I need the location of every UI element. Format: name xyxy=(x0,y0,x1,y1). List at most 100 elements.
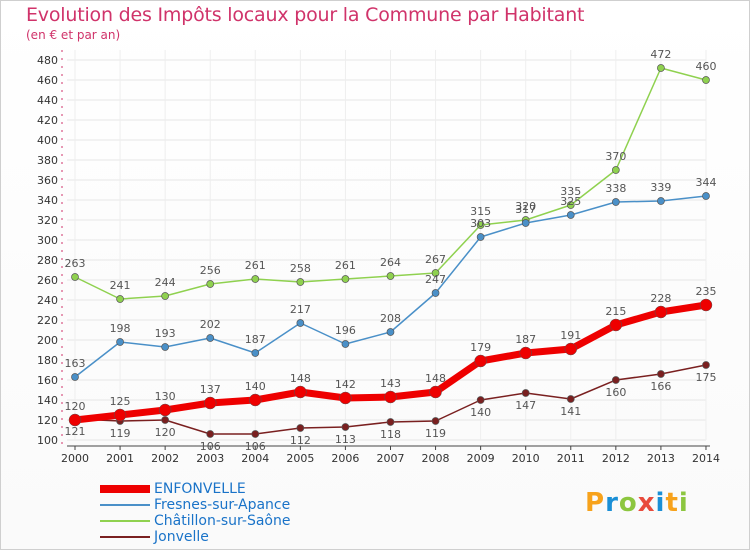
y-tick-label: 280 xyxy=(37,254,58,267)
data-label: 202 xyxy=(200,318,221,331)
x-tick-label: 2005 xyxy=(286,452,314,465)
x-tick-label: 2001 xyxy=(106,452,134,465)
data-point-fresnes-sur-apance xyxy=(341,340,350,348)
data-label: 244 xyxy=(155,276,176,289)
data-point-fresnes-sur-apance xyxy=(611,198,620,206)
data-point-enfonvelle xyxy=(339,391,352,405)
data-point-chatillon-sur-saone xyxy=(657,64,665,72)
y-tick-label: 440 xyxy=(37,94,58,107)
data-point-jonvelle xyxy=(296,424,305,432)
data-label: 130 xyxy=(155,390,176,403)
data-point-enfonvelle xyxy=(519,346,532,360)
x-tick-label: 2014 xyxy=(692,452,720,465)
y-tick-label: 360 xyxy=(37,174,58,187)
y-tick-label: 260 xyxy=(37,274,58,287)
data-label: 163 xyxy=(65,357,86,370)
data-label: 320 xyxy=(515,200,536,213)
data-label: 106 xyxy=(200,440,221,453)
data-point-chatillon-sur-saone xyxy=(386,272,395,280)
data-label: 141 xyxy=(560,405,581,418)
data-point-fresnes-sur-apance xyxy=(386,328,395,336)
legend-swatch-chatillon xyxy=(100,520,150,522)
data-point-jonvelle xyxy=(161,416,169,424)
legend-swatch-jonvelle xyxy=(100,536,150,538)
x-tick-label: 2009 xyxy=(467,452,495,465)
x-tick-label: 2000 xyxy=(61,452,89,465)
data-label: 335 xyxy=(560,185,581,198)
y-tick-label: 400 xyxy=(37,134,58,147)
legend-label: Fresnes-sur-Apance xyxy=(154,497,291,513)
data-label: 261 xyxy=(335,259,356,272)
y-tick-label: 480 xyxy=(37,54,58,67)
data-label: 264 xyxy=(380,256,401,269)
data-label: 187 xyxy=(515,333,536,346)
data-label: 370 xyxy=(605,150,626,163)
data-point-chatillon-sur-saone xyxy=(296,278,305,286)
data-point-enfonvelle xyxy=(294,385,307,399)
data-point-jonvelle xyxy=(206,430,215,438)
data-label: 315 xyxy=(470,205,491,218)
data-label: 125 xyxy=(110,395,131,408)
y-tick-label: 340 xyxy=(37,194,58,207)
data-point-fresnes-sur-apance xyxy=(161,343,169,351)
data-label: 228 xyxy=(650,292,671,305)
data-point-chatillon-sur-saone xyxy=(116,295,124,303)
data-point-fresnes-sur-apance xyxy=(657,197,665,205)
data-label: 113 xyxy=(335,433,356,446)
data-label: 179 xyxy=(470,341,491,354)
data-point-fresnes-sur-apance xyxy=(521,219,530,227)
data-label: 303 xyxy=(470,217,491,230)
data-point-fresnes-sur-apance xyxy=(476,233,485,241)
data-point-enfonvelle xyxy=(699,298,713,312)
data-label: 175 xyxy=(695,371,716,384)
data-label: 208 xyxy=(380,312,401,325)
data-point-jonvelle xyxy=(251,430,260,438)
data-point-jonvelle xyxy=(521,389,530,397)
legend-swatch-fresnes xyxy=(100,504,150,506)
data-point-jonvelle xyxy=(611,376,620,384)
data-label: 143 xyxy=(380,377,401,390)
data-point-enfonvelle xyxy=(249,393,262,407)
data-point-fresnes-sur-apance xyxy=(251,349,260,357)
data-label: 118 xyxy=(380,428,401,441)
y-tick-label: 100 xyxy=(37,434,58,447)
data-label: 119 xyxy=(425,427,446,440)
x-tick-label: 2011 xyxy=(557,452,585,465)
data-point-enfonvelle xyxy=(113,408,127,422)
y-tick-label: 140 xyxy=(37,394,58,407)
y-tick-label: 120 xyxy=(37,414,58,427)
data-label: 339 xyxy=(650,181,671,194)
data-label: 140 xyxy=(245,380,266,393)
data-point-jonvelle xyxy=(341,423,350,431)
data-label: 472 xyxy=(650,48,671,61)
data-label: 247 xyxy=(425,273,446,286)
data-label: 106 xyxy=(245,440,266,453)
data-point-jonvelle xyxy=(431,417,440,425)
x-tick-label: 2004 xyxy=(241,452,269,465)
legend-label: ENFONVELLE xyxy=(154,481,246,497)
x-tick-label: 2008 xyxy=(422,452,450,465)
data-point-chatillon-sur-saone xyxy=(702,76,710,84)
data-label: 338 xyxy=(605,182,626,195)
data-point-chatillon-sur-saone xyxy=(251,275,260,283)
data-point-enfonvelle xyxy=(564,342,578,356)
data-point-jonvelle xyxy=(566,395,575,403)
data-point-chatillon-sur-saone xyxy=(71,273,79,281)
y-tick-label: 240 xyxy=(37,294,58,307)
y-tick-label: 200 xyxy=(37,334,58,347)
data-point-fresnes-sur-apance xyxy=(431,289,440,297)
data-label: 261 xyxy=(245,259,266,272)
data-label: 148 xyxy=(290,372,311,385)
data-point-chatillon-sur-saone xyxy=(611,166,620,174)
data-label: 121 xyxy=(65,425,86,438)
data-point-enfonvelle xyxy=(429,385,442,399)
data-point-fresnes-sur-apance xyxy=(206,334,215,342)
y-tick-label: 220 xyxy=(37,314,58,327)
data-label: 317 xyxy=(515,203,536,216)
data-label: 267 xyxy=(425,253,446,266)
data-label: 235 xyxy=(695,285,716,298)
data-point-jonvelle xyxy=(702,361,710,369)
data-label: 217 xyxy=(290,303,311,316)
